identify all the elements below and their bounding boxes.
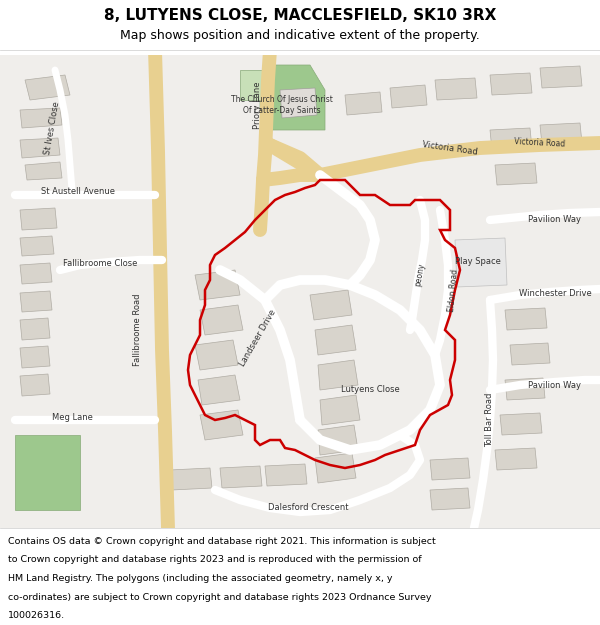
Polygon shape [20,346,50,368]
Polygon shape [490,73,532,95]
Polygon shape [20,291,52,312]
Text: Play Space: Play Space [455,258,501,266]
Text: HM Land Registry. The polygons (including the associated geometry, namely x, y: HM Land Registry. The polygons (includin… [8,574,392,583]
Polygon shape [315,325,356,355]
Bar [0,528,600,625]
Text: Landseer Drive: Landseer Drive [238,308,278,368]
Text: Priory Lane: Priory Lane [254,81,263,129]
Polygon shape [20,263,52,284]
Polygon shape [310,290,352,320]
Text: Pavilion Way: Pavilion Way [529,216,581,224]
Polygon shape [25,162,62,180]
Polygon shape [200,305,243,335]
Polygon shape [435,78,477,100]
Text: peony: peony [413,262,427,288]
Text: Pavilion Way: Pavilion Way [529,381,581,389]
Text: Winchester Drive: Winchester Drive [518,289,592,299]
Polygon shape [25,75,70,100]
Polygon shape [390,85,427,108]
Text: Map shows position and indicative extent of the property.: Map shows position and indicative extent… [120,29,480,42]
Polygon shape [495,163,537,185]
Text: The Church Of Jesus Christ
Of Latter-Day Saints: The Church Of Jesus Christ Of Latter-Day… [231,95,333,115]
Polygon shape [540,66,582,88]
Polygon shape [198,375,240,405]
Bar [0,50,600,528]
Polygon shape [220,466,262,488]
Text: Dalesford Crescent: Dalesford Crescent [268,504,348,512]
Polygon shape [315,453,356,483]
Text: Fallibroome Close: Fallibroome Close [63,259,137,268]
Polygon shape [200,410,243,440]
Polygon shape [20,374,50,396]
Text: St Ives Close: St Ives Close [43,101,61,155]
Polygon shape [20,318,50,340]
Polygon shape [260,65,325,130]
Polygon shape [430,458,470,480]
Polygon shape [195,270,240,300]
Text: Meg Lane: Meg Lane [52,414,92,422]
Polygon shape [318,360,358,390]
Text: to Crown copyright and database rights 2023 and is reproduced with the permissio: to Crown copyright and database rights 2… [8,556,422,564]
Polygon shape [500,413,542,435]
Polygon shape [505,378,545,400]
Polygon shape [495,448,537,470]
Polygon shape [195,340,238,370]
Polygon shape [510,343,550,365]
Polygon shape [170,468,212,490]
Text: Victoria Road: Victoria Road [514,137,566,149]
Polygon shape [320,395,360,425]
Polygon shape [505,308,547,330]
Text: St Austell Avenue: St Austell Avenue [41,188,115,196]
Polygon shape [15,435,80,510]
Polygon shape [430,488,470,510]
Text: Eldon Road: Eldon Road [446,268,460,312]
Text: Contains OS data © Crown copyright and database right 2021. This information is : Contains OS data © Crown copyright and d… [8,537,436,546]
Text: Fallibroome Road: Fallibroome Road [133,294,143,366]
Text: 8, LUTYENS CLOSE, MACCLESFIELD, SK10 3RX: 8, LUTYENS CLOSE, MACCLESFIELD, SK10 3RX [104,9,496,24]
Polygon shape [540,123,582,145]
Polygon shape [455,238,507,287]
Polygon shape [20,138,60,158]
Polygon shape [280,88,317,118]
Polygon shape [20,108,62,128]
Polygon shape [20,236,54,256]
Text: Victoria Road: Victoria Road [422,139,478,156]
Text: co-ordinates) are subject to Crown copyright and database rights 2023 Ordnance S: co-ordinates) are subject to Crown copyr… [8,592,431,601]
Text: Lutyens Close: Lutyens Close [341,386,400,394]
Text: 100026316.: 100026316. [8,611,65,620]
Text: Toll Bar Road: Toll Bar Road [485,393,494,448]
Polygon shape [240,70,270,100]
Polygon shape [490,128,532,150]
Polygon shape [345,92,382,115]
Polygon shape [265,464,307,486]
Polygon shape [20,208,57,230]
Bar [0,0,600,55]
Polygon shape [318,425,358,455]
